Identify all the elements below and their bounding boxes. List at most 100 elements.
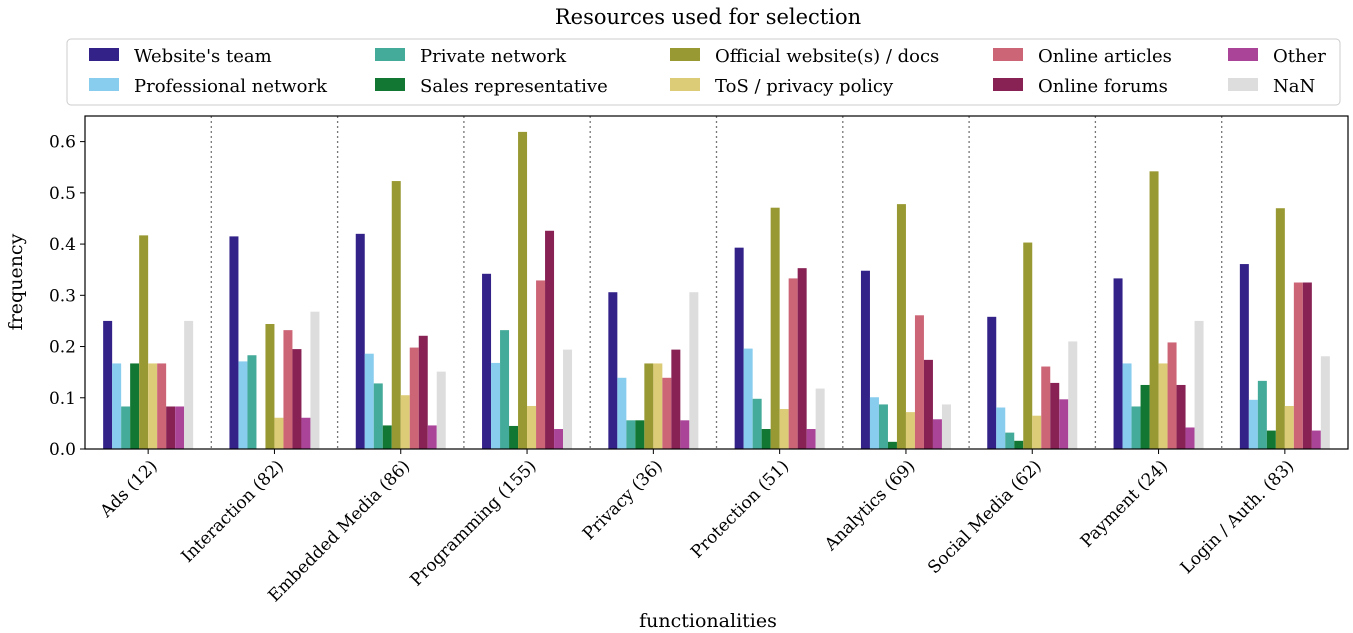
x-tick-label: Ads (12): [96, 456, 162, 522]
y-tick-label: 0.5: [49, 184, 76, 204]
bar: [1059, 399, 1069, 449]
bar: [364, 353, 374, 449]
bar: [1311, 430, 1321, 449]
legend-label: Online forums: [1038, 76, 1168, 97]
bar: [734, 247, 744, 449]
x-axis: Ads (12) Interaction (82)Embedded Media (…: [96, 449, 1299, 606]
bar: [635, 420, 645, 449]
legend-label: Sales representative: [420, 76, 608, 97]
bar: [662, 377, 672, 449]
legend-label: ToS / privacy policy: [715, 76, 894, 97]
bar: [509, 425, 519, 449]
bar: [779, 409, 789, 449]
bar: [554, 429, 564, 449]
bar: [815, 388, 825, 449]
bar: [987, 316, 997, 449]
bar: [382, 425, 392, 449]
x-tick-label: Embedded Media (86): [265, 456, 415, 606]
legend-label: Official website(s) / docs: [715, 46, 939, 67]
bar: [121, 406, 131, 449]
bar: [1113, 278, 1123, 449]
x-tick-label: Login / Auth. (83): [1177, 456, 1299, 578]
bar: [301, 417, 311, 449]
chart-title: Resources used for selection: [555, 5, 861, 29]
bar: [418, 335, 428, 449]
bar: [436, 371, 446, 449]
bar: [608, 292, 618, 449]
legend-swatch: [375, 48, 405, 61]
legend-label: Online articles: [1038, 46, 1172, 67]
bar: [518, 131, 528, 449]
y-tick-label: 0.6: [49, 133, 76, 153]
bar: [860, 270, 870, 449]
bar: [400, 395, 410, 449]
bar: [1266, 430, 1276, 449]
bar: [229, 236, 239, 449]
bar: [1185, 427, 1195, 449]
legend-label: NaN: [1273, 76, 1315, 97]
bar: [292, 349, 302, 449]
bar: [247, 355, 257, 449]
bar: [806, 429, 816, 449]
bar: [653, 363, 663, 449]
bar: [689, 292, 699, 449]
bar: [1284, 405, 1294, 449]
bar: [310, 311, 320, 449]
plot-frame: [84, 115, 1349, 450]
bar: [545, 230, 555, 449]
plot-area: 0.0 0.1 0.2 0.3 0.4 0.5 0.6 Ads (12) Interactio…: [49, 115, 1349, 606]
legend-swatch: [670, 78, 700, 91]
bar: [932, 419, 942, 449]
y-axis: 0.0 0.1 0.2 0.3 0.4 0.5 0.6: [49, 133, 85, 460]
x-tick-label: Programming (155): [407, 456, 541, 590]
y-axis-label: frequency: [5, 233, 27, 330]
bar: [887, 441, 897, 449]
bar: [1239, 264, 1249, 449]
bar: [905, 412, 915, 449]
x-tick-label: Social Media (62): [924, 456, 1046, 578]
bar: [536, 280, 546, 449]
bar: [157, 363, 167, 449]
legend-swatch: [375, 78, 405, 91]
legend-swatch: [89, 78, 119, 91]
bar: [166, 406, 176, 449]
y-tick-label: 0.3: [49, 286, 76, 306]
bar: [996, 407, 1006, 449]
legend-swatch: [993, 78, 1023, 91]
bar: [1275, 208, 1285, 449]
bar: [1248, 399, 1258, 449]
bar: [527, 405, 537, 449]
bar: [1257, 380, 1267, 449]
bar: [761, 429, 771, 449]
bar: [1302, 282, 1312, 449]
x-tick-label: Analytics (69): [820, 456, 919, 555]
bar: [409, 347, 419, 449]
bar: [1293, 282, 1303, 449]
y-tick-label: 0.0: [49, 440, 76, 460]
legend-label: Other: [1273, 46, 1326, 67]
legend-swatch: [89, 48, 119, 61]
bar: [274, 417, 284, 449]
legend: Website's team Professional network Privat…: [66, 38, 1341, 106]
bar: [923, 359, 933, 449]
bar: [797, 268, 807, 449]
bar: [896, 204, 906, 449]
bar: [1167, 342, 1177, 449]
bar: [1014, 440, 1024, 449]
bar: [878, 404, 888, 449]
bar: [1005, 432, 1015, 449]
bar: [1041, 366, 1051, 449]
legend-label: Website's team: [134, 46, 272, 67]
x-axis-label: functionalities: [639, 610, 777, 632]
bar: [869, 397, 879, 449]
bar: [139, 235, 149, 449]
bar: [130, 363, 140, 449]
bar: [770, 207, 780, 449]
bar: [1068, 341, 1078, 449]
bar: [175, 406, 185, 449]
bar: [644, 363, 654, 449]
y-tick-label: 0.2: [49, 338, 76, 358]
bar: [148, 363, 158, 449]
bar: [355, 233, 365, 449]
